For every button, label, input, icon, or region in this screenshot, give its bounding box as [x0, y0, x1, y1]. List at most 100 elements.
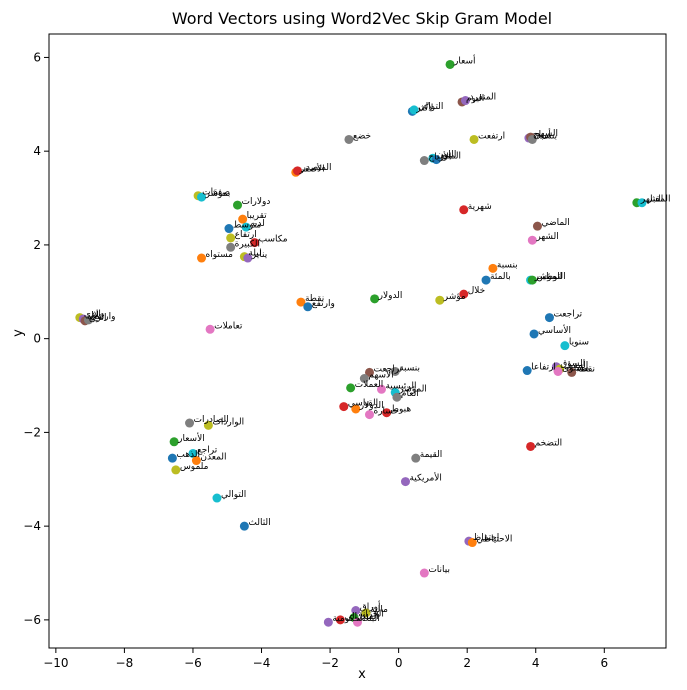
- plot-area: [48, 33, 667, 649]
- data-point: [250, 238, 260, 248]
- data-point: [392, 392, 402, 402]
- point-label: مؤشر: [443, 292, 466, 302]
- data-point: [303, 302, 313, 312]
- x-axis: −10 −8 −6 −4 −2 0 2 4 6: [43, 648, 608, 670]
- y-axis-label: y: [11, 329, 26, 337]
- point-label: العملات: [355, 380, 384, 390]
- chart-title: Word Vectors using Word2Vec Skip Gram Mo…: [172, 9, 552, 28]
- data-point: [400, 477, 410, 487]
- data-point: [169, 437, 179, 447]
- data-point: [532, 221, 542, 231]
- data-point: [238, 214, 248, 224]
- point-label: المقبل: [564, 361, 589, 371]
- data-point: [359, 373, 369, 383]
- point-label: متوسط: [233, 221, 261, 231]
- point-label: وارتفع: [312, 299, 335, 309]
- point-label: تقريبا: [247, 211, 267, 221]
- point-label: الأساسي: [538, 324, 571, 336]
- x-tick-label: −6: [184, 656, 202, 670]
- y-axis: −6 −4 −2 0 2 4 6: [23, 50, 49, 627]
- data-point: [459, 289, 469, 299]
- point-label: لأكثر: [415, 101, 433, 113]
- data-point: [637, 198, 647, 208]
- data-point: [544, 313, 554, 323]
- point-label: يناير: [251, 250, 268, 260]
- point-label: احتفاظ: [473, 533, 499, 543]
- data-point: [469, 134, 479, 144]
- data-point: [467, 538, 477, 548]
- point-label: الخزانة: [358, 610, 384, 620]
- point-label: اليوم: [466, 94, 484, 104]
- data-point: [203, 420, 213, 430]
- data-point: [431, 155, 441, 165]
- point-label: الدولار: [378, 291, 403, 301]
- point-label: بنسبة: [536, 131, 557, 141]
- data-point: [83, 315, 93, 325]
- data-point: [522, 366, 532, 376]
- point-label: الماضي: [541, 218, 569, 228]
- point-label: ملموس: [180, 462, 209, 472]
- point-label: المؤشر: [534, 272, 563, 282]
- data-point: [567, 367, 577, 377]
- data-point: [212, 493, 222, 503]
- point-label: الربع: [89, 313, 107, 323]
- point-label: أسعار: [453, 54, 475, 66]
- data-point: [351, 404, 361, 414]
- point-label: المتصدر: [301, 163, 332, 173]
- x-axis-label: x: [358, 667, 366, 682]
- point-label: اللون: [437, 150, 456, 160]
- point-label: الأصفر: [299, 162, 325, 174]
- data-point: [226, 242, 236, 252]
- point-label: مستواه: [206, 250, 234, 260]
- point-label: بمؤشر: [205, 189, 231, 199]
- data-point: [459, 205, 469, 215]
- data-point: [527, 235, 537, 245]
- point-label: بيانات: [428, 565, 450, 575]
- point-label: أوراق: [360, 601, 381, 613]
- y-tick-label: −2: [23, 425, 41, 439]
- data-point: [488, 263, 498, 273]
- data-point: [353, 617, 362, 627]
- point-label: بالمئة: [490, 272, 511, 282]
- data-point: [411, 453, 421, 463]
- point-label: الدولار: [359, 401, 384, 411]
- x-tick-label: −8: [116, 656, 134, 670]
- point-label: المعدن: [200, 453, 226, 463]
- point-label: وارتفع: [92, 312, 115, 322]
- y-tick-label: 4: [33, 144, 41, 158]
- point-label: تراجع: [197, 445, 218, 455]
- data-point: [409, 105, 419, 115]
- point-label: المؤشر: [398, 385, 427, 395]
- point-label: خلال: [87, 311, 104, 321]
- data-point: [171, 465, 181, 475]
- point-label: التوالي: [221, 490, 246, 500]
- point-label: مكاسب: [259, 235, 288, 245]
- data-point: [553, 366, 563, 376]
- point-label: تعاملات: [214, 321, 243, 331]
- data-point: [460, 96, 470, 106]
- point-label: لديه: [250, 219, 265, 229]
- point-label: خلال: [468, 286, 485, 296]
- data-point: [527, 134, 537, 144]
- y-tick-label: 2: [33, 238, 41, 252]
- point-label: نقطة: [576, 364, 595, 374]
- point-label: الذي: [84, 310, 101, 320]
- point-label: القيمة: [420, 450, 443, 460]
- data-point: [390, 366, 400, 376]
- x-tick-label: −2: [321, 656, 339, 670]
- data-point: [364, 410, 374, 420]
- point-label: التضخم: [535, 438, 563, 448]
- x-tick-label: −4: [253, 656, 271, 670]
- point-label: أرباح: [533, 128, 551, 140]
- point-label: ارتفاعا: [531, 363, 556, 373]
- data-point: [296, 297, 306, 307]
- point-label: دولارات: [242, 197, 271, 207]
- point-label: خضع: [353, 131, 371, 141]
- point-label: العام: [401, 389, 419, 399]
- data-point: [529, 329, 539, 339]
- point-label: مستوى: [562, 363, 589, 373]
- x-tick-label: 6: [600, 656, 608, 670]
- point-label: ارتفعت: [478, 131, 505, 141]
